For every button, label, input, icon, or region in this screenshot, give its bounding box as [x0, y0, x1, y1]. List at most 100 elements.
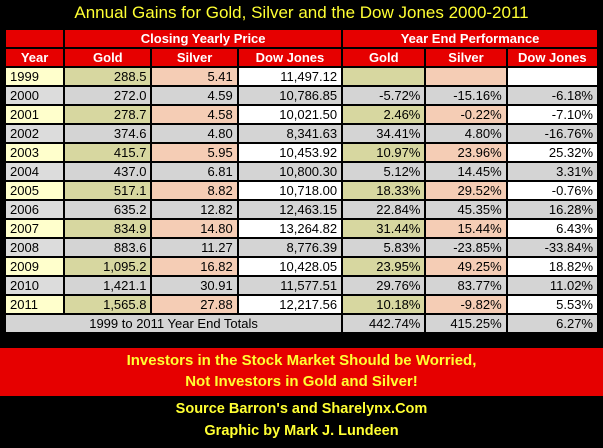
- header-closing-price: Closing Yearly Price: [65, 30, 342, 47]
- cell-dow: 10,453.92: [238, 144, 342, 161]
- cell-dow-pct: [507, 68, 597, 85]
- cell-silver: 14.80: [152, 220, 237, 237]
- table-row: 2007 834.9 14.80 13,264.82 31.44% 15.44% 6.43%: [6, 220, 597, 237]
- cell-dow-pct: 11.02%: [507, 277, 597, 294]
- cell-gold-pct: 29.76%: [343, 277, 425, 294]
- credits: Source Barron's and Sharelynx.Com Graphi…: [0, 398, 603, 442]
- cell-silver: 5.95: [152, 144, 237, 161]
- cell-year: 2001: [6, 106, 64, 123]
- cell-dow-pct: -33.84%: [507, 239, 597, 256]
- cell-silver-pct: 29.52%: [426, 182, 506, 199]
- cell-silver-pct: 4.80%: [426, 125, 506, 142]
- cell-gold: 1,565.8: [65, 296, 151, 313]
- cell-silver-pct: -15.16%: [426, 87, 506, 104]
- cell-dow: 12,463.15: [238, 201, 342, 218]
- cell-dow: 11,497.12: [238, 68, 342, 85]
- cell-gold: 278.7: [65, 106, 151, 123]
- totals-dow-pct: 6.27%: [507, 315, 597, 332]
- banner-line-2: Not Investors in Gold and Silver!: [185, 373, 418, 390]
- table-row: 2004 437.0 6.81 10,800.30 5.12% 14.45% 3.31%: [6, 163, 597, 180]
- cell-gold-pct: 10.97%: [343, 144, 425, 161]
- cell-year: 2004: [6, 163, 64, 180]
- cell-dow-pct: -7.10%: [507, 106, 597, 123]
- cell-silver-pct: [426, 68, 506, 85]
- cell-dow-pct: -16.76%: [507, 125, 597, 142]
- cell-year: 2002: [6, 125, 64, 142]
- table-row: 2008 883.6 11.27 8,776.39 5.83% -23.85% -33.84…: [6, 239, 597, 256]
- cell-year: 2009: [6, 258, 64, 275]
- header-year: Year: [6, 49, 64, 66]
- cell-silver: 8.82: [152, 182, 237, 199]
- cell-gold-pct: 31.44%: [343, 220, 425, 237]
- cell-gold-pct: 22.84%: [343, 201, 425, 218]
- cell-year: 2010: [6, 277, 64, 294]
- table-row: 2000 272.0 4.59 10,786.85 -5.72% -15.16% -6.18…: [6, 87, 597, 104]
- header-dow-pct: Dow Jones: [507, 49, 597, 66]
- cell-gold: 1,095.2: [65, 258, 151, 275]
- graphic-credit: Graphic by Mark J. Lundeen: [204, 423, 399, 439]
- cell-gold: 374.6: [65, 125, 151, 142]
- cell-dow: 11,577.51: [238, 277, 342, 294]
- cell-silver: 5.41: [152, 68, 237, 85]
- cell-gold-pct: 5.12%: [343, 163, 425, 180]
- cell-dow-pct: -0.76%: [507, 182, 597, 199]
- cell-dow: 12,217.56: [238, 296, 342, 313]
- header-year-end-performance: Year End Performance: [343, 30, 597, 47]
- table-row: 2010 1,421.1 30.91 11,577.51 29.76% 83.77% 11.…: [6, 277, 597, 294]
- cell-year: 2007: [6, 220, 64, 237]
- banner-line-1: Investors in the Stock Market Should be …: [126, 352, 477, 369]
- cell-gold-pct: 2.46%: [343, 106, 425, 123]
- cell-year: 2005: [6, 182, 64, 199]
- cell-gold: 635.2: [65, 201, 151, 218]
- cell-dow: 10,021.50: [238, 106, 342, 123]
- cell-silver: 6.81: [152, 163, 237, 180]
- cell-silver-pct: 45.35%: [426, 201, 506, 218]
- data-table: Closing Yearly Price Year End Performanc…: [4, 28, 599, 334]
- cell-year: 2006: [6, 201, 64, 218]
- totals-label: 1999 to 2011 Year End Totals: [6, 315, 342, 332]
- cell-silver: 12.82: [152, 201, 237, 218]
- cell-dow: 10,800.30: [238, 163, 342, 180]
- warning-banner: Investors in the Stock Market Should be …: [0, 348, 603, 396]
- cell-year: 2011: [6, 296, 64, 313]
- cell-dow-pct: 25.32%: [507, 144, 597, 161]
- header-silver-price: Silver: [152, 49, 237, 66]
- cell-silver-pct: 23.96%: [426, 144, 506, 161]
- cell-gold: 288.5: [65, 68, 151, 85]
- cell-gold: 883.6: [65, 239, 151, 256]
- cell-silver-pct: 14.45%: [426, 163, 506, 180]
- cell-gold: 415.7: [65, 144, 151, 161]
- cell-silver: 27.88: [152, 296, 237, 313]
- cell-silver-pct: -9.82%: [426, 296, 506, 313]
- cell-year: 1999: [6, 68, 64, 85]
- cell-gold-pct: 23.95%: [343, 258, 425, 275]
- cell-silver: 11.27: [152, 239, 237, 256]
- table-row: 2009 1,095.2 16.82 10,428.05 23.95% 49.25% 18.…: [6, 258, 597, 275]
- cell-dow: 8,341.63: [238, 125, 342, 142]
- header-silver-pct: Silver: [426, 49, 506, 66]
- totals-silver-pct: 415.25%: [426, 315, 506, 332]
- cell-gold: 517.1: [65, 182, 151, 199]
- cell-silver: 4.58: [152, 106, 237, 123]
- cell-dow: 10,786.85: [238, 87, 342, 104]
- cell-gold-pct: -5.72%: [343, 87, 425, 104]
- cell-silver: 4.59: [152, 87, 237, 104]
- cell-dow-pct: 6.43%: [507, 220, 597, 237]
- cell-silver-pct: -23.85%: [426, 239, 506, 256]
- cell-gold-pct: 18.33%: [343, 182, 425, 199]
- totals-gold-pct: 442.74%: [343, 315, 425, 332]
- cell-gold-pct: [343, 68, 425, 85]
- cell-silver: 4.80: [152, 125, 237, 142]
- table-row: 2011 1,565.8 27.88 12,217.56 10.18% -9.82% 5.5…: [6, 296, 597, 313]
- cell-dow-pct: 18.82%: [507, 258, 597, 275]
- table-row: 1999 288.5 5.41 11,497.12: [6, 68, 597, 85]
- table-row: 2003 415.7 5.95 10,453.92 10.97% 23.96% 25.32%: [6, 144, 597, 161]
- cell-silver-pct: 49.25%: [426, 258, 506, 275]
- table-row: 2001 278.7 4.58 10,021.50 2.46% -0.22% -7.10%: [6, 106, 597, 123]
- header-dow-price: Dow Jones: [238, 49, 342, 66]
- cell-gold: 834.9: [65, 220, 151, 237]
- cell-year: 2003: [6, 144, 64, 161]
- cell-gold: 1,421.1: [65, 277, 151, 294]
- cell-silver-pct: -0.22%: [426, 106, 506, 123]
- table-row: 2005 517.1 8.82 10,718.00 18.33% 29.52% -0.76%: [6, 182, 597, 199]
